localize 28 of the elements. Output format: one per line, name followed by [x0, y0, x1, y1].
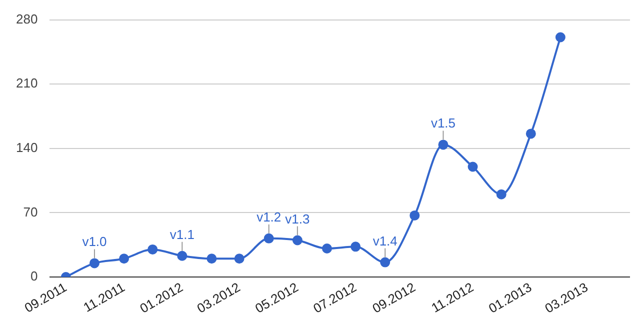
- point: [206, 254, 217, 264]
- point: [380, 257, 390, 268]
- point: [496, 189, 506, 200]
- annotation: v1.5: [430, 116, 456, 131]
- point: [555, 32, 566, 42]
- point: [119, 254, 130, 264]
- point: [438, 140, 448, 150]
- point: [148, 244, 158, 254]
- point: [468, 162, 478, 172]
- point: [410, 210, 420, 220]
- y-tick-label: 0: [30, 268, 38, 284]
- point: [177, 250, 188, 261]
- annotation: v1.0: [82, 234, 107, 250]
- annotation: v1.4: [372, 233, 398, 248]
- annotation: v1.2: [256, 209, 282, 224]
- annotation: v1.3: [285, 211, 310, 226]
- y-tick-label: 70: [23, 204, 38, 220]
- point: [350, 242, 361, 252]
- point: [322, 244, 332, 254]
- point: [234, 254, 244, 264]
- point: [292, 235, 302, 246]
- point: [89, 258, 100, 268]
- y-tick-label: 140: [16, 140, 38, 155]
- point: [264, 233, 274, 244]
- y-tick-label: 210: [16, 76, 38, 91]
- point: [526, 128, 536, 139]
- annotation: v1.1: [170, 226, 194, 242]
- y-tick-label: 280: [16, 11, 38, 26]
